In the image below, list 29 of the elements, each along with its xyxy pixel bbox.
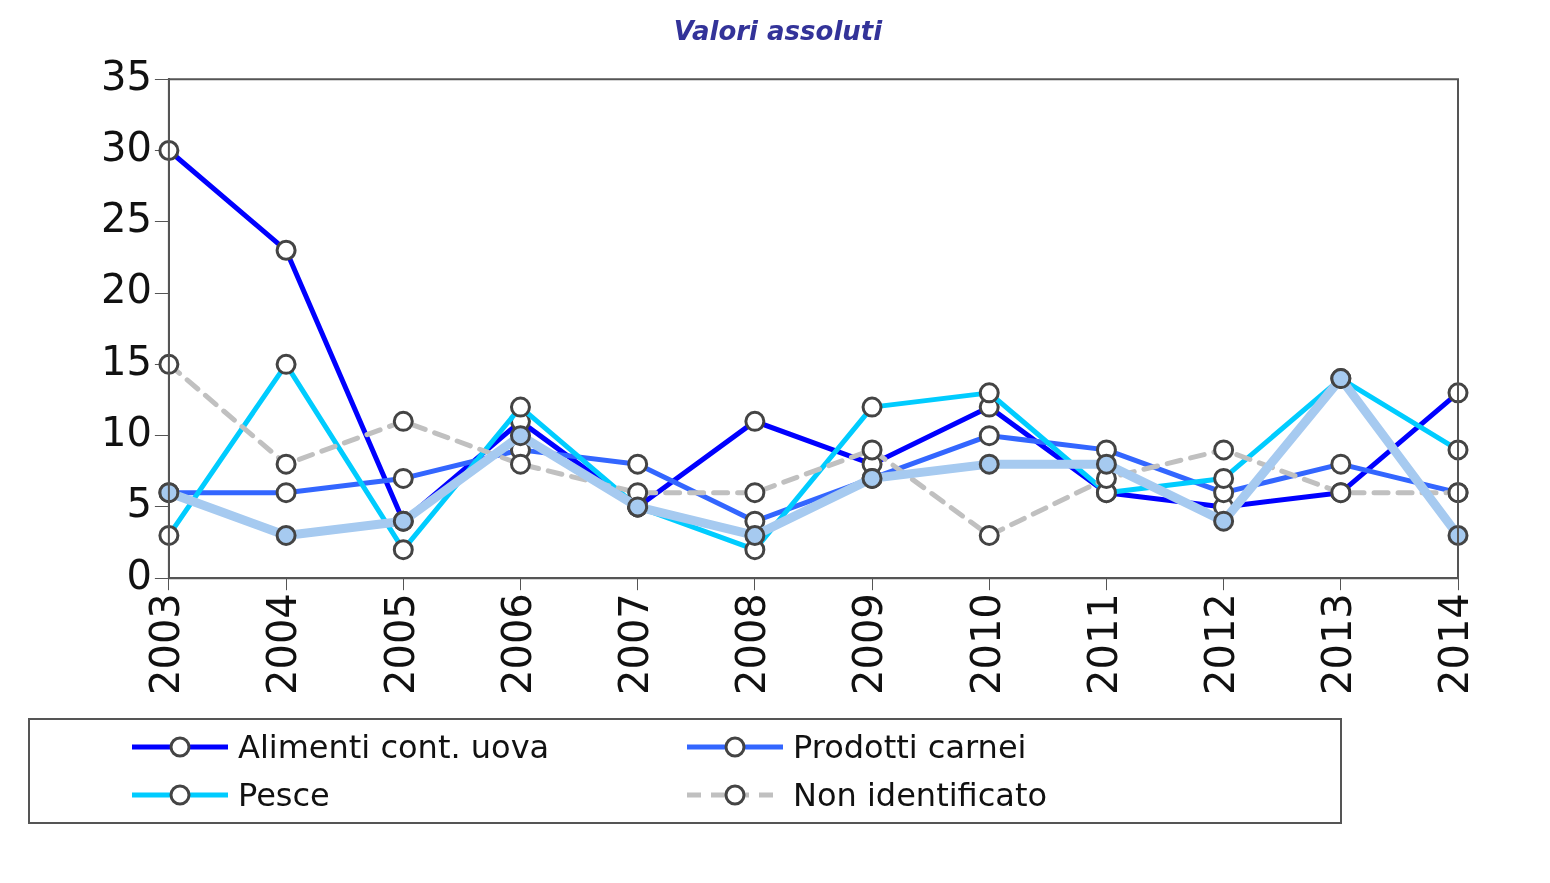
x-tick-label: 2010 [962,593,1009,695]
point [509,425,531,447]
x-tick-label: 2006 [493,593,540,695]
y-tick-label: 15 [100,337,152,384]
x-tick-label: 2012 [1197,593,1244,695]
point [1213,510,1235,532]
y-tick-label: 25 [100,195,152,242]
y-tick-label: 5 [126,480,152,527]
legend-label: Non identificato [793,776,1048,814]
point [1095,453,1117,475]
x-tick-label: 2007 [611,593,658,695]
y-tick-label: 35 [100,52,152,99]
x-tick-label: 2005 [376,593,423,695]
x-tick-label: 2011 [1079,593,1126,695]
x-tick-label: 2008 [728,593,775,695]
x-tick-label: 2009 [845,593,892,695]
x-tick-label: 2013 [1314,593,1361,695]
y-tick-label: 20 [100,266,152,313]
legend-label: Pesce [238,776,330,814]
point [275,524,297,546]
point [978,453,1000,475]
y-tick-label: 30 [100,123,152,170]
legend-label: Prodotti carnei [793,728,1027,766]
point [744,524,766,546]
x-tick-label: 2004 [259,593,306,695]
chart-title: Valori assoluti [673,16,884,47]
x-tick-label: 2014 [1431,593,1478,695]
y-tick-label: 10 [100,409,152,456]
legend-label: Alimenti cont. uova [238,728,550,766]
